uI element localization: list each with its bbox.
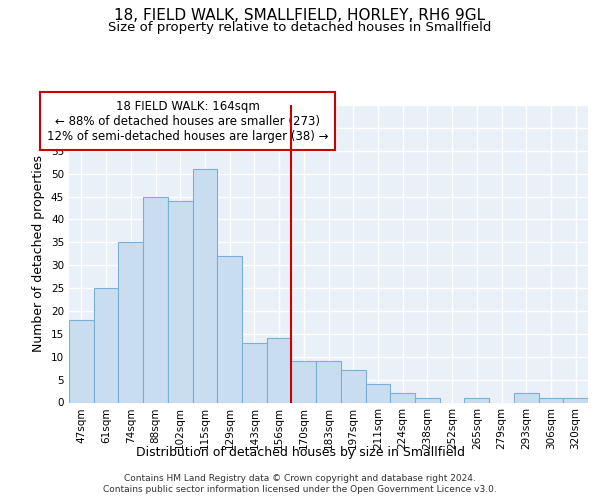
Y-axis label: Number of detached properties: Number of detached properties — [32, 155, 46, 352]
Bar — [292, 362, 316, 403]
Bar — [69, 320, 94, 402]
Text: Distribution of detached houses by size in Smallfield: Distribution of detached houses by size … — [136, 446, 464, 459]
Bar — [143, 196, 168, 402]
Bar — [464, 398, 489, 402]
Bar — [365, 384, 390, 402]
Bar — [168, 201, 193, 402]
Bar — [94, 288, 118, 403]
Bar — [341, 370, 365, 402]
Bar — [217, 256, 242, 402]
Bar — [267, 338, 292, 402]
Bar — [316, 362, 341, 403]
Bar — [118, 242, 143, 402]
Bar — [390, 394, 415, 402]
Bar — [563, 398, 588, 402]
Text: Contains HM Land Registry data © Crown copyright and database right 2024.: Contains HM Land Registry data © Crown c… — [124, 474, 476, 483]
Text: 18, FIELD WALK, SMALLFIELD, HORLEY, RH6 9GL: 18, FIELD WALK, SMALLFIELD, HORLEY, RH6 … — [115, 8, 485, 22]
Text: Contains public sector information licensed under the Open Government Licence v3: Contains public sector information licen… — [103, 485, 497, 494]
Text: Size of property relative to detached houses in Smallfield: Size of property relative to detached ho… — [109, 21, 491, 34]
Bar — [193, 169, 217, 402]
Bar — [539, 398, 563, 402]
Text: 18 FIELD WALK: 164sqm
← 88% of detached houses are smaller (273)
12% of semi-det: 18 FIELD WALK: 164sqm ← 88% of detached … — [47, 100, 328, 142]
Bar — [514, 394, 539, 402]
Bar — [242, 343, 267, 402]
Bar — [415, 398, 440, 402]
